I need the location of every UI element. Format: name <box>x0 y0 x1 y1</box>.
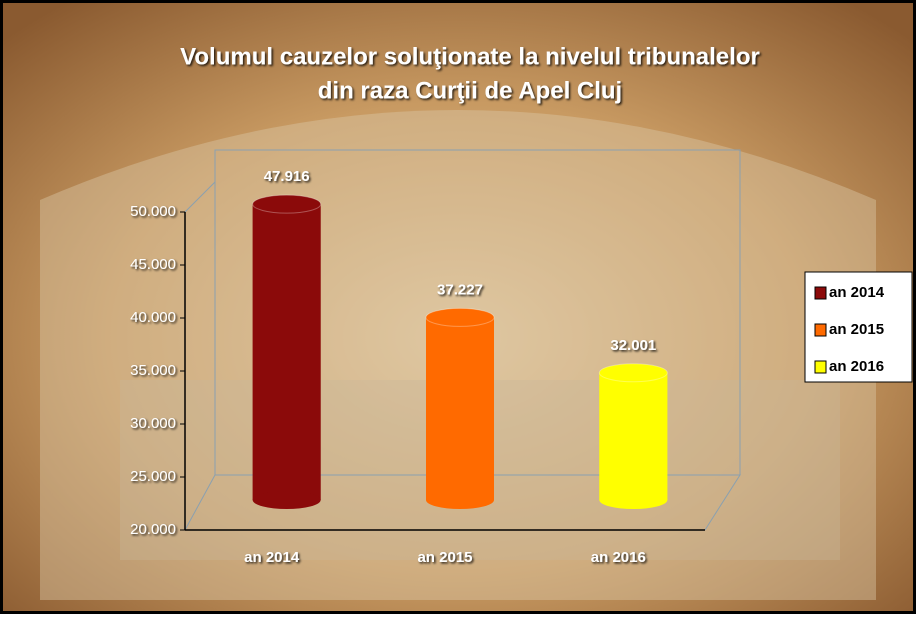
y-tick-label: 45.000 <box>130 256 176 273</box>
y-tick-label: 20.000 <box>130 521 176 538</box>
legend-label: an 2014 <box>829 284 885 301</box>
y-tick-label: 25.000 <box>130 468 176 485</box>
bar-shade <box>426 317 494 500</box>
y-tick-label: 40.000 <box>130 309 176 326</box>
legend-label: an 2015 <box>829 321 884 338</box>
x-tick-label: an 2015 <box>417 549 472 566</box>
x-tick-label: an 2014 <box>244 549 300 566</box>
y-tick-label: 30.000 <box>130 415 176 432</box>
value-label: 47.916 <box>264 168 310 185</box>
bar-shade <box>252 204 321 500</box>
bar <box>425 307 495 509</box>
legend-swatch <box>814 360 827 374</box>
y-tick-label: 35.000 <box>130 362 176 379</box>
background <box>3 3 913 611</box>
bar-top <box>252 194 322 214</box>
chart-title: Volumul cauzelor soluţionate la nivelul … <box>180 43 760 70</box>
legend-swatch <box>814 286 827 300</box>
bar-top <box>425 307 495 327</box>
legend-swatch <box>814 323 827 337</box>
y-tick-label: 50.000 <box>130 203 176 220</box>
bar <box>598 363 668 509</box>
bar-bottom <box>252 491 321 509</box>
legend-label: an 2016 <box>829 358 884 375</box>
value-label: 32.001 <box>610 337 656 354</box>
chart-title: din raza Curţii de Apel Cluj <box>318 77 622 104</box>
bar <box>252 194 322 509</box>
bar-shade <box>599 372 668 500</box>
bar-top <box>598 363 668 383</box>
bar-bottom <box>599 491 668 509</box>
value-label: 37.227 <box>437 281 483 298</box>
x-tick-label: an 2016 <box>591 549 646 566</box>
bar-bottom <box>426 491 494 509</box>
